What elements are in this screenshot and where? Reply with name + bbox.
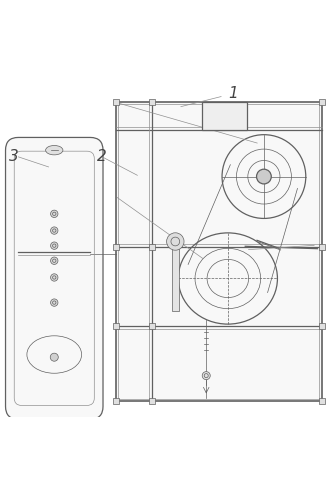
Circle shape	[50, 353, 58, 361]
Circle shape	[51, 257, 58, 264]
Text: 3: 3	[8, 149, 18, 164]
Bar	[118, 104, 319, 399]
Circle shape	[257, 169, 271, 184]
Bar	[149, 324, 155, 330]
Bar	[149, 244, 155, 250]
Circle shape	[202, 372, 210, 379]
Bar	[113, 99, 119, 105]
Circle shape	[166, 233, 184, 250]
Bar	[113, 244, 119, 250]
Ellipse shape	[46, 145, 63, 155]
Bar	[172, 246, 179, 311]
Bar	[319, 398, 325, 404]
Circle shape	[51, 299, 58, 306]
Circle shape	[51, 274, 58, 281]
Bar	[149, 398, 155, 404]
Bar	[116, 102, 322, 401]
Circle shape	[51, 210, 58, 218]
Text: 1: 1	[228, 86, 238, 101]
Bar	[202, 102, 248, 130]
Circle shape	[51, 242, 58, 249]
FancyBboxPatch shape	[6, 137, 103, 419]
Bar	[319, 99, 325, 105]
Bar	[113, 398, 119, 404]
Bar	[319, 324, 325, 330]
Bar	[319, 244, 325, 250]
Bar	[149, 99, 155, 105]
Text: 2: 2	[97, 149, 107, 164]
Bar	[113, 324, 119, 330]
Circle shape	[51, 227, 58, 234]
